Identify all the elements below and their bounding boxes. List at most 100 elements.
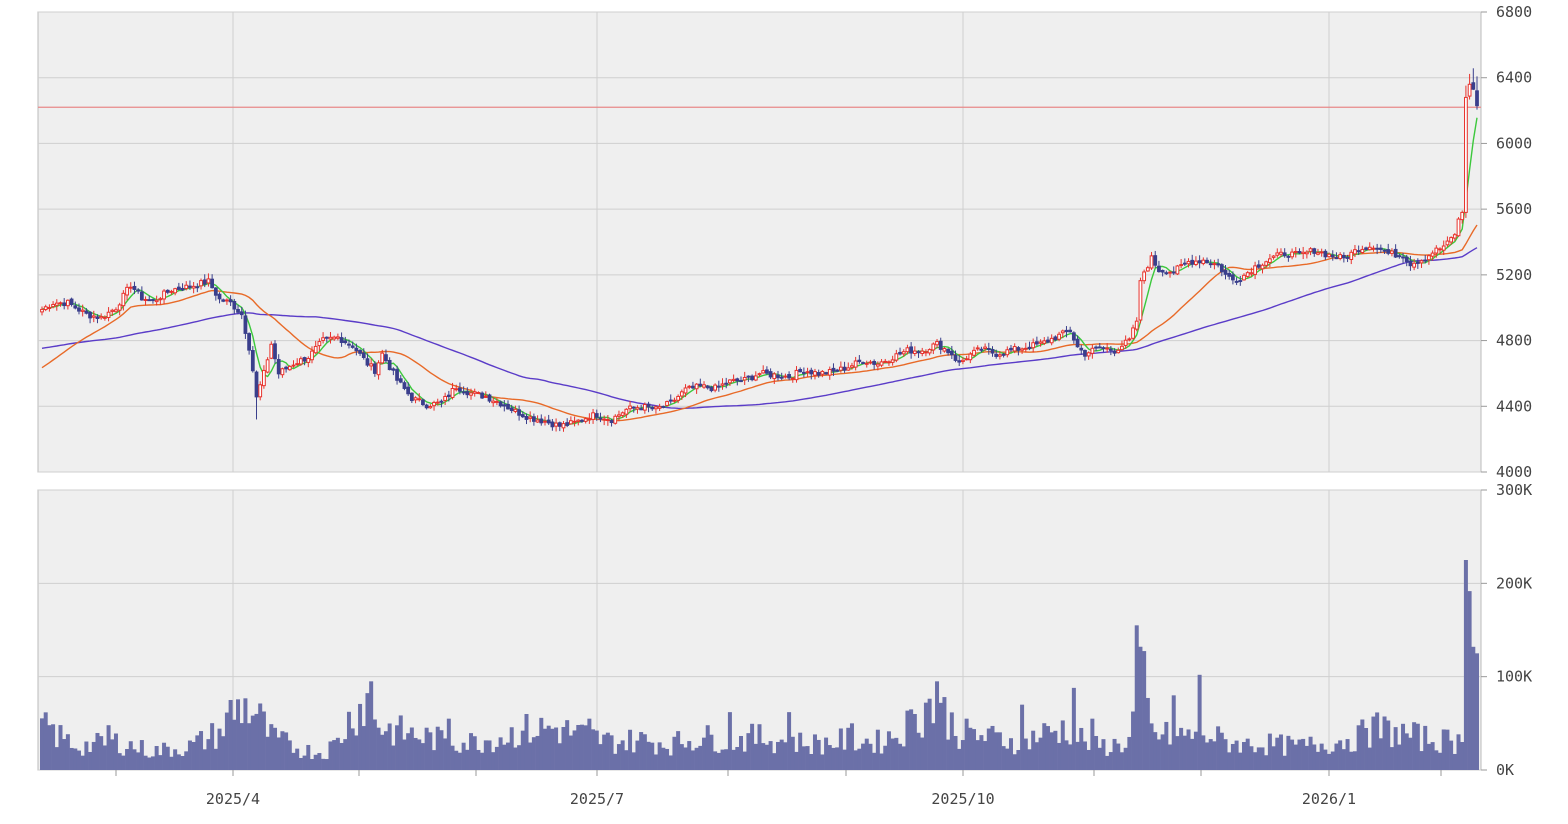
candle-body: [805, 371, 810, 374]
candle-body: [73, 305, 78, 309]
candle-body: [480, 392, 485, 399]
volume-bar: [239, 723, 244, 770]
candle-body: [809, 369, 814, 375]
volume-bar: [724, 749, 729, 770]
price-grid: [38, 11, 1481, 473]
candle-body: [221, 299, 226, 302]
candle-body: [757, 373, 762, 376]
volume-bar: [1423, 725, 1428, 770]
candle-body: [879, 361, 884, 366]
candle-body: [188, 285, 192, 288]
candle-body: [324, 336, 329, 339]
volume-bar: [768, 741, 773, 770]
candle-body: [80, 309, 85, 312]
candle-body: [51, 303, 55, 308]
volume-bar: [624, 750, 629, 770]
volume-bar: [997, 732, 1002, 770]
volume-bar: [812, 734, 817, 770]
volume-bar: [346, 711, 351, 770]
candle-body: [132, 285, 137, 290]
candle-body: [1120, 345, 1124, 351]
volume-bar: [542, 728, 547, 770]
volume-bar: [369, 681, 374, 770]
candle-body: [398, 378, 403, 383]
volume-bar: [224, 712, 229, 770]
candle-body: [635, 407, 640, 410]
candle-body: [1471, 82, 1476, 90]
candle-body: [1001, 353, 1006, 356]
volume-bar: [846, 727, 851, 770]
candle-body: [1275, 252, 1280, 256]
candle-body: [1234, 280, 1239, 283]
candle-body: [1086, 352, 1091, 357]
candle-body: [458, 387, 462, 392]
volume-bar: [1330, 751, 1335, 770]
volume-bar: [280, 731, 285, 770]
volume-bar: [494, 746, 499, 770]
volume-bar: [265, 736, 270, 770]
volume-bar: [1260, 747, 1265, 770]
volume-bar: [1256, 747, 1261, 770]
candle-body: [557, 422, 562, 427]
volume-bar: [428, 732, 433, 770]
volume-bar: [332, 740, 337, 770]
price-tick-label: 6000: [1496, 134, 1532, 152]
volume-bar: [583, 725, 588, 770]
volume-bar: [1367, 747, 1372, 770]
volume-bar: [942, 697, 947, 770]
candle-body: [591, 412, 595, 420]
volume-bar: [1197, 674, 1202, 770]
volume-bar: [853, 750, 858, 770]
candle-body: [273, 343, 277, 360]
candle-body: [472, 391, 477, 394]
volume-bar: [1456, 734, 1461, 770]
volume-bar: [1086, 749, 1091, 770]
candle-body: [1316, 252, 1320, 255]
volume-bar: [520, 730, 525, 770]
candle-body: [532, 416, 536, 422]
candle-body: [43, 306, 48, 311]
volume-bar: [1341, 749, 1346, 770]
x-tick-label: 2026/1: [1302, 790, 1356, 808]
candle-body: [1160, 269, 1165, 273]
volume-bar: [1319, 743, 1324, 770]
candle-body: [683, 387, 688, 394]
candle-body: [1430, 252, 1435, 257]
volume-bar: [1127, 736, 1132, 770]
volume-bar: [273, 727, 278, 770]
volume-bar: [358, 703, 363, 770]
candle-body: [328, 336, 333, 340]
candle-body: [358, 350, 362, 354]
volume-bar: [147, 757, 152, 770]
volume-bar: [912, 714, 917, 770]
candle-body: [1131, 327, 1135, 339]
volume-bar: [1238, 752, 1243, 770]
candle-body: [1212, 263, 1217, 266]
candle-body: [365, 358, 370, 366]
volume-bar: [236, 699, 241, 770]
candle-body: [1267, 258, 1272, 263]
volume-bar: [898, 743, 903, 770]
candle-body: [831, 367, 836, 372]
volume-bar: [905, 710, 910, 770]
volume-tick-label: 300K: [1496, 481, 1532, 499]
candle-body: [1238, 280, 1243, 283]
volume-bar: [990, 725, 995, 770]
candle-body: [402, 382, 407, 389]
volume-bar: [169, 756, 174, 770]
volume-bar: [650, 742, 655, 770]
candle-body: [1064, 329, 1069, 333]
candle-body: [672, 399, 677, 402]
volume-bar: [232, 719, 237, 770]
volume-bar: [775, 741, 780, 770]
volume-bar: [1349, 751, 1354, 770]
candle-body: [332, 336, 337, 340]
volume-bar: [960, 740, 965, 770]
volume-bar: [350, 728, 355, 770]
volume-bar: [1460, 742, 1465, 770]
volume-tick-label: 200K: [1496, 574, 1532, 592]
volume-bar: [1334, 743, 1339, 770]
candle-body: [1308, 248, 1313, 252]
candle-body: [321, 337, 325, 341]
candle-body: [136, 289, 141, 292]
